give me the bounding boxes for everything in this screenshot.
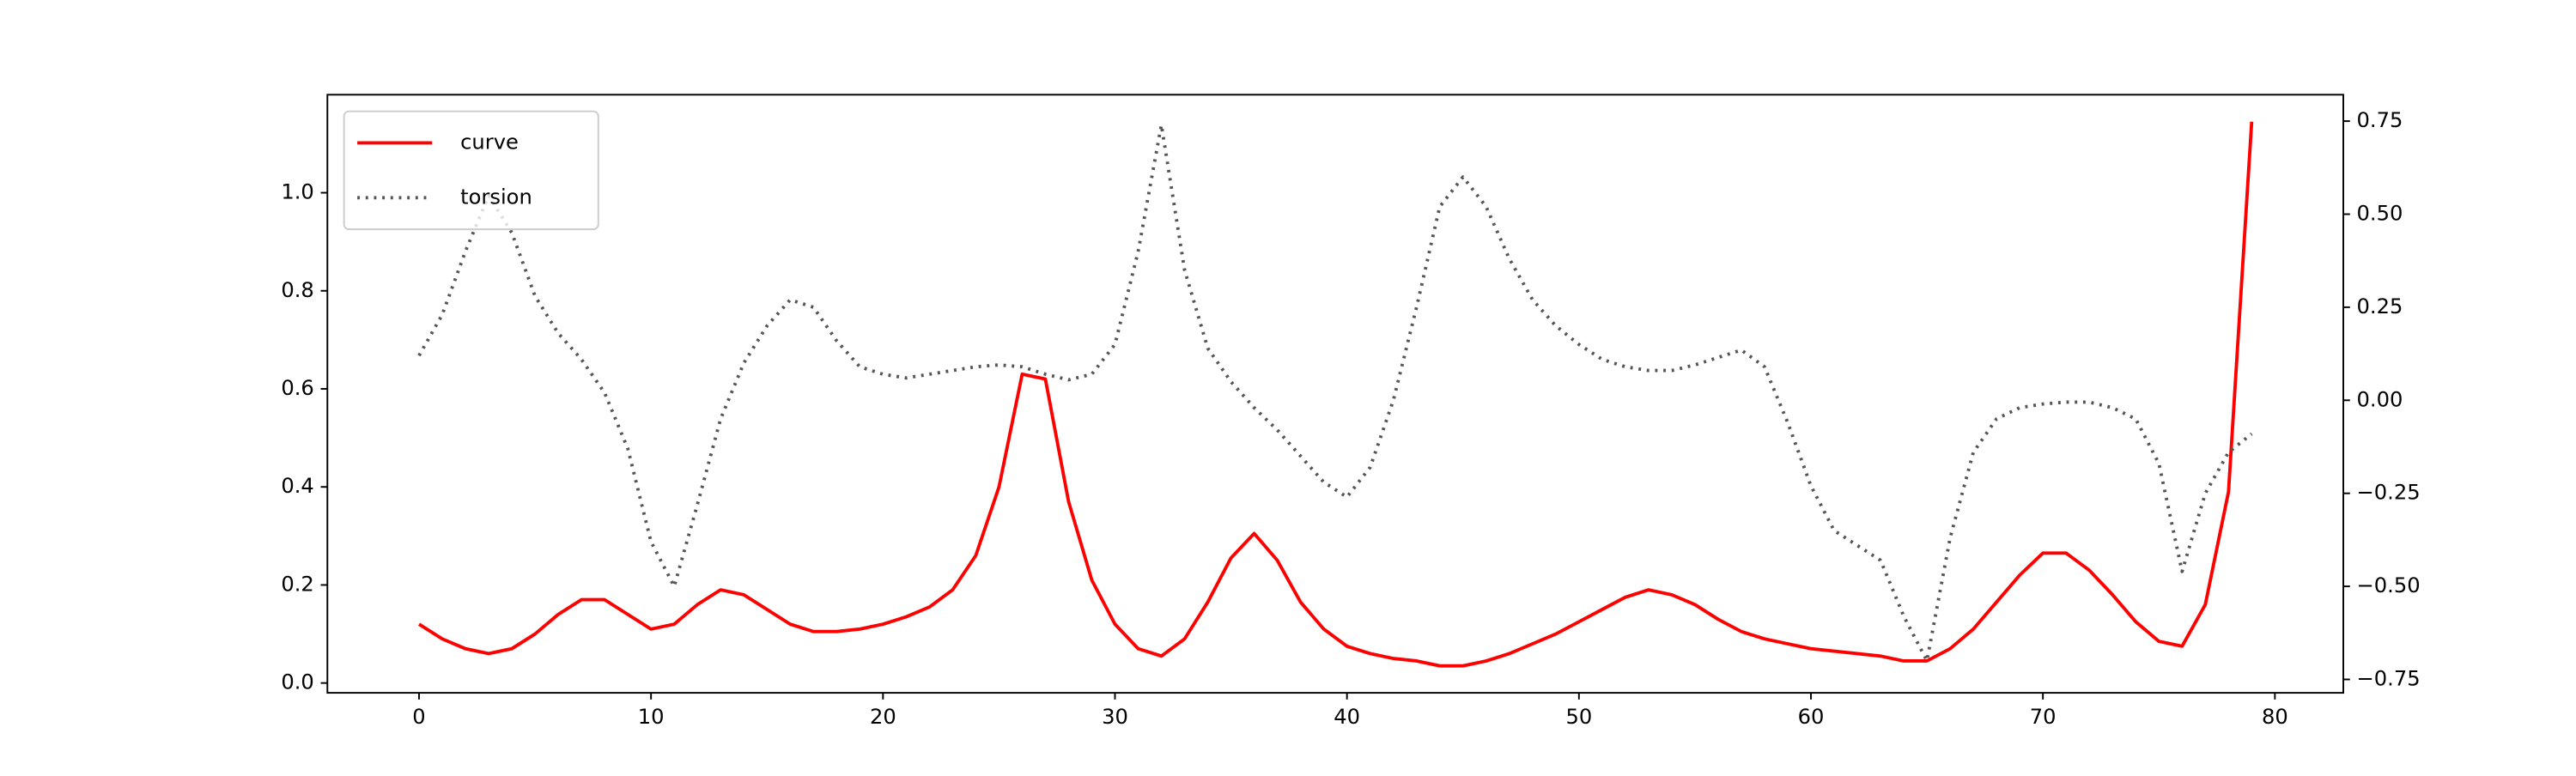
legend: curve torsion (343, 110, 599, 231)
y2-tick-label: 0.50 (2357, 202, 2403, 226)
y2-tick-label: 0.25 (2357, 294, 2403, 318)
legend-label: curve (460, 130, 519, 154)
y-tick-label: 0.2 (281, 572, 313, 596)
line-series (417, 121, 2254, 668)
y-tick-label: 0.4 (281, 474, 313, 498)
y-tick-label: 0.6 (281, 376, 313, 400)
y2-tick-label: −0.25 (2357, 481, 2421, 505)
y-tick-label: 0.8 (281, 278, 313, 302)
x-tick-label: 0 (412, 705, 425, 729)
x-tick-label: 50 (1565, 705, 1592, 729)
legend-box (343, 110, 599, 231)
x-tick-label: 20 (870, 705, 896, 729)
line-series (417, 123, 2253, 663)
y2-tick-label: −0.50 (2357, 573, 2421, 597)
x-tick-label: 40 (1334, 705, 1360, 729)
x-tick-label: 70 (2030, 705, 2057, 729)
x-tick-label: 30 (1102, 705, 1128, 729)
x-tick-label: 10 (638, 705, 665, 729)
y2-tick-label: 0.75 (2357, 108, 2403, 132)
legend-label: torsion (460, 185, 532, 209)
y-tick-label: 1.0 (281, 180, 313, 204)
x-tick-label: 60 (1798, 705, 1825, 729)
y-tick-label: 0.0 (281, 670, 313, 694)
plot-frame (326, 94, 2344, 694)
x-tick-label: 80 (2262, 705, 2288, 729)
y2-tick-label: 0.00 (2357, 387, 2403, 411)
y2-tick-label: −0.75 (2357, 666, 2421, 690)
